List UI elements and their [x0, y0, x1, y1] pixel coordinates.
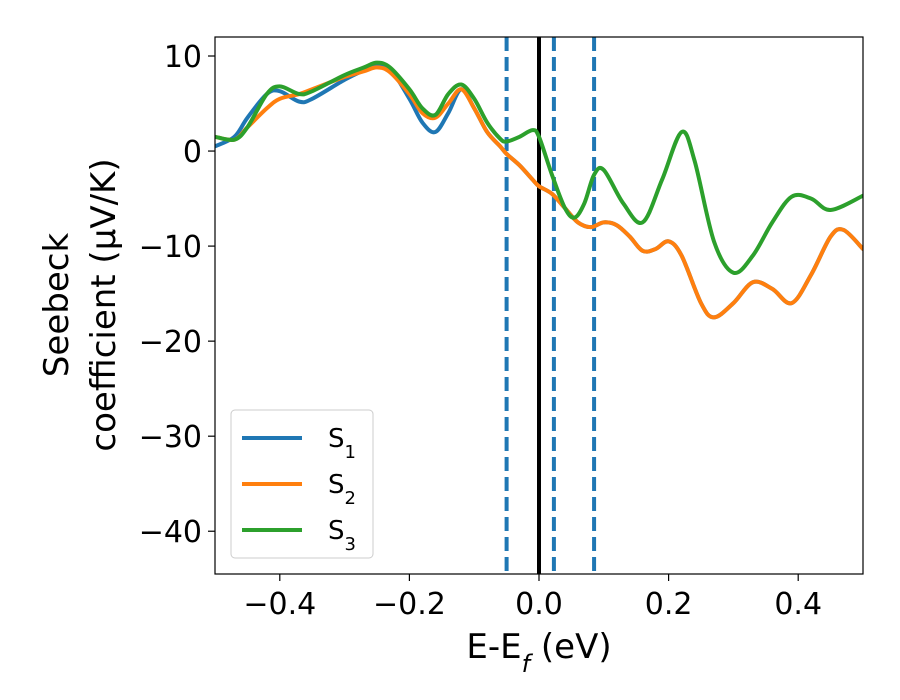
vertical-lines — [504, 37, 597, 574]
y-tick-label: 10 — [164, 40, 202, 75]
legend-label-s1: S1 — [328, 424, 356, 463]
legend-label-s3: S3 — [328, 516, 356, 555]
x-axis-label: E-Ef (eV) — [466, 627, 611, 678]
y-tick-label: −30 — [139, 420, 202, 455]
legend-label-s2: S2 — [328, 470, 356, 509]
data-series — [215, 60, 863, 320]
y-tick-label: −20 — [139, 325, 202, 360]
x-tick-label: 0.0 — [515, 587, 563, 622]
legend: S1 S2 S3 — [230, 409, 374, 559]
y-axis-label-line2: coefficient (μV/K) — [84, 158, 124, 451]
y-tick-label: 0 — [183, 135, 202, 170]
x-axis-ticks: −0.4 −0.2 0.0 0.2 0.4 — [243, 574, 822, 622]
x-tick-label: −0.2 — [373, 587, 446, 622]
x-tick-label: 0.2 — [645, 587, 693, 622]
y-axis-label: Seebeck coefficient (μV/K) — [37, 158, 124, 451]
y-axis-label-line1: Seebeck — [37, 233, 77, 378]
x-tick-label: 0.4 — [774, 587, 822, 622]
series-line-s3 — [215, 60, 863, 275]
y-axis-ticks: 10 0 −10 −20 −30 −40 — [139, 40, 215, 550]
y-tick-label: −10 — [139, 230, 202, 265]
y-tick-label: −40 — [139, 515, 202, 550]
x-tick-label: −0.4 — [243, 587, 316, 622]
